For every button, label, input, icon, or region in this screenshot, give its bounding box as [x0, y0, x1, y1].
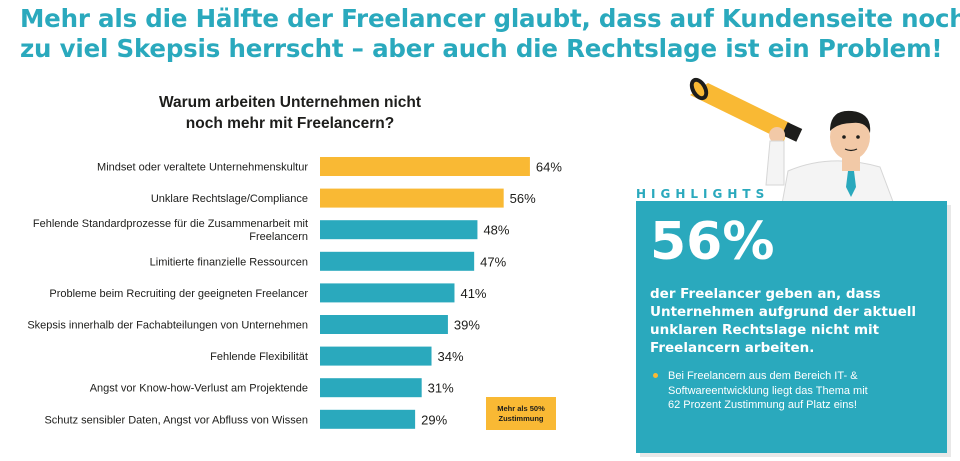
headline-line-2: zu viel Skepsis herrscht – aber auch die… [20, 34, 943, 63]
headline-line-1: Mehr als die Hälfte der Freelancer glaub… [20, 4, 960, 33]
bullet-text-line: Bei Freelancern aus dem Bereich IT- & [668, 370, 858, 382]
bullet-dot [653, 373, 658, 378]
bar [320, 409, 416, 429]
headline: Mehr als die Hälfte der Freelancer glaub… [20, 4, 960, 64]
value-label: 48% [483, 223, 509, 238]
bar [320, 315, 448, 334]
bar [320, 157, 530, 176]
highlight-number: 56% [650, 212, 775, 272]
highlight-text-line: unklaren Rechtslage nicht mit [650, 322, 880, 338]
highlights-panel: 56% der Freelancer geben an, dass Untern… [636, 201, 947, 453]
category-label: Freelancern [249, 231, 308, 243]
category-label: Limitierte finanzielle Ressourcen [150, 256, 308, 268]
bar [320, 220, 478, 240]
value-label: 41% [460, 286, 486, 301]
category-label: Angst vor Know-how-Verlust am Projektend… [90, 383, 308, 395]
value-label: 64% [536, 160, 562, 175]
bar [320, 188, 504, 208]
bullet-text: Bei Freelancern aus dem Bereich IT- & So… [668, 369, 938, 413]
value-label: 34% [438, 349, 464, 364]
bar-chart: 64% Mindset oder veraltete Unternehmensku… [27, 157, 562, 429]
highlight-text-line: Freelancern arbeiten. [650, 340, 815, 356]
bar [320, 251, 475, 271]
category-label: Fehlende Flexibilität [210, 351, 308, 363]
value-label: 31% [428, 381, 454, 396]
category-label: Skepsis innerhalb der Fachabteilungen vo… [27, 320, 308, 332]
category-label: Probleme beim Recruiting der geeigneten … [49, 288, 308, 300]
highlights-label: HIGHLIGHTS [636, 187, 770, 201]
chart-title-line-2: noch mehr mit Freelancern? [185, 115, 395, 132]
highlight-text-line: der Freelancer geben an, dass [650, 286, 881, 302]
category-label: Schutz sensibler Daten, Angst vor Abflus… [44, 414, 308, 426]
value-label: 29% [421, 412, 447, 427]
bar [320, 378, 422, 398]
legend-line-2: Zustimmung [498, 414, 544, 423]
value-label: 39% [454, 318, 480, 333]
bar [320, 283, 455, 303]
bullet-text-line: 62 Prozent Zustimmung auf Platz eins! [668, 399, 857, 411]
value-label: 47% [480, 254, 506, 269]
highlight-text-line: Unternehmen aufgrund der aktuell [650, 304, 916, 320]
category-label: Fehlende Standardprozesse für die Zusamm… [33, 218, 308, 230]
chart-title: Warum arbeiten Unternehmen nicht noch me… [110, 92, 470, 134]
highlight-text: der Freelancer geben an, dass Unternehme… [650, 285, 940, 357]
bar [320, 346, 432, 366]
legend-box: Mehr als 50% Zustimmung [486, 397, 556, 430]
bullet-text-line: Softwareentwicklung liegt das Thema mit [668, 384, 868, 397]
category-label: Unklare Rechtslage/Compliance [151, 193, 308, 205]
category-label: Mindset oder veraltete Unternehmenskultu… [97, 162, 308, 174]
value-label: 56% [510, 191, 536, 206]
legend-line-1: Mehr als 50% [497, 404, 545, 413]
chart-title-line-1: Warum arbeiten Unternehmen nicht [158, 94, 422, 111]
